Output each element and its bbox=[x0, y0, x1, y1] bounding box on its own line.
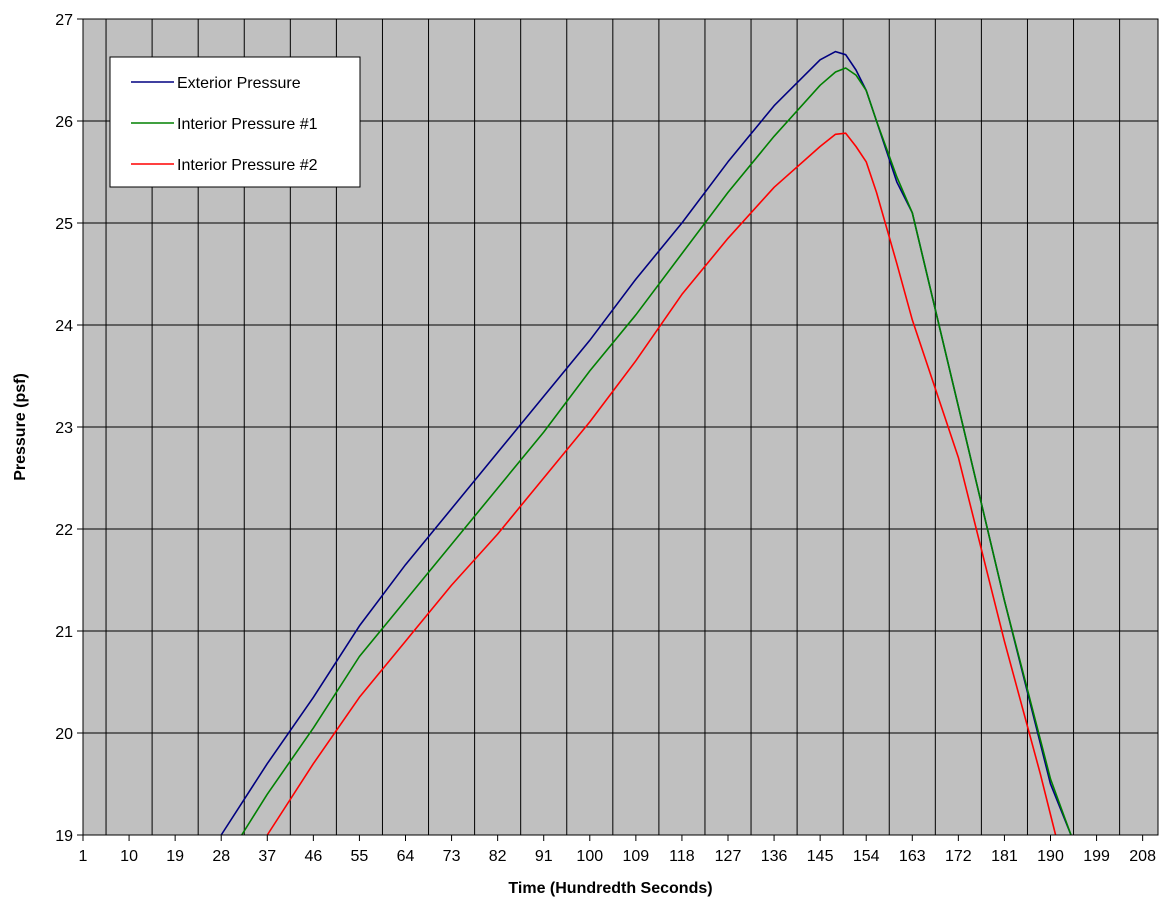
x-axis-title: Time (Hundredth Seconds) bbox=[508, 880, 712, 897]
y-axis: 19 20 21 22 23 24 25 26 27 bbox=[55, 12, 83, 845]
x-tick-label: 100 bbox=[576, 848, 603, 865]
y-tick-label: 24 bbox=[55, 318, 73, 335]
x-tick-label: 64 bbox=[397, 848, 415, 865]
x-tick-label: 1 bbox=[79, 848, 88, 865]
x-tick-label: 91 bbox=[535, 848, 553, 865]
legend-box bbox=[109, 56, 361, 188]
x-tick-label: 28 bbox=[212, 848, 230, 865]
x-tick-label: 145 bbox=[807, 848, 834, 865]
x-tick-label: 127 bbox=[715, 848, 742, 865]
x-tick-label: 46 bbox=[304, 848, 322, 865]
legend-label: Interior Pressure #2 bbox=[177, 157, 318, 174]
series-layer bbox=[220, 50, 1072, 836]
y-tick-label: 20 bbox=[55, 726, 73, 743]
y-tick-label: 25 bbox=[55, 216, 73, 233]
legend-label: Exterior Pressure bbox=[177, 75, 301, 92]
x-tick-label: 190 bbox=[1037, 848, 1064, 865]
x-tick-label: 172 bbox=[945, 848, 972, 865]
x-tick-label: 55 bbox=[351, 848, 369, 865]
x-axis: 1 10 19 28 37 46 55 64 73 82 91 100 109 118 127 136 145 1… bbox=[79, 835, 1156, 865]
legend: Exterior Pressure Interior Pressure #1 Int… bbox=[109, 56, 361, 188]
x-tick-label: 109 bbox=[623, 848, 650, 865]
legend-label: Interior Pressure #1 bbox=[177, 116, 318, 133]
y-tick-label: 21 bbox=[55, 624, 73, 641]
y-tick-label: 27 bbox=[55, 12, 73, 29]
x-tick-label: 208 bbox=[1129, 848, 1156, 865]
x-tick-label: 154 bbox=[853, 848, 880, 865]
x-tick-label: 19 bbox=[166, 848, 184, 865]
y-tick-label: 19 bbox=[55, 828, 73, 845]
x-tick-label: 163 bbox=[899, 848, 926, 865]
x-tick-label: 10 bbox=[120, 848, 138, 865]
y-tick-label: 22 bbox=[55, 522, 73, 539]
x-tick-label: 82 bbox=[489, 848, 507, 865]
y-tick-label: 26 bbox=[55, 114, 73, 131]
x-tick-label: 181 bbox=[991, 848, 1018, 865]
x-tick-label: 118 bbox=[669, 848, 695, 865]
x-tick-label: 37 bbox=[258, 848, 276, 865]
x-tick-label: 136 bbox=[761, 848, 788, 865]
x-tick-label: 199 bbox=[1083, 848, 1110, 865]
series-line-2 bbox=[241, 67, 1072, 836]
y-tick-label: 23 bbox=[55, 420, 73, 437]
series-line-3 bbox=[266, 132, 1057, 836]
x-tick-label: 73 bbox=[443, 848, 461, 865]
y-axis-title: Pressure (psf) bbox=[12, 373, 29, 481]
